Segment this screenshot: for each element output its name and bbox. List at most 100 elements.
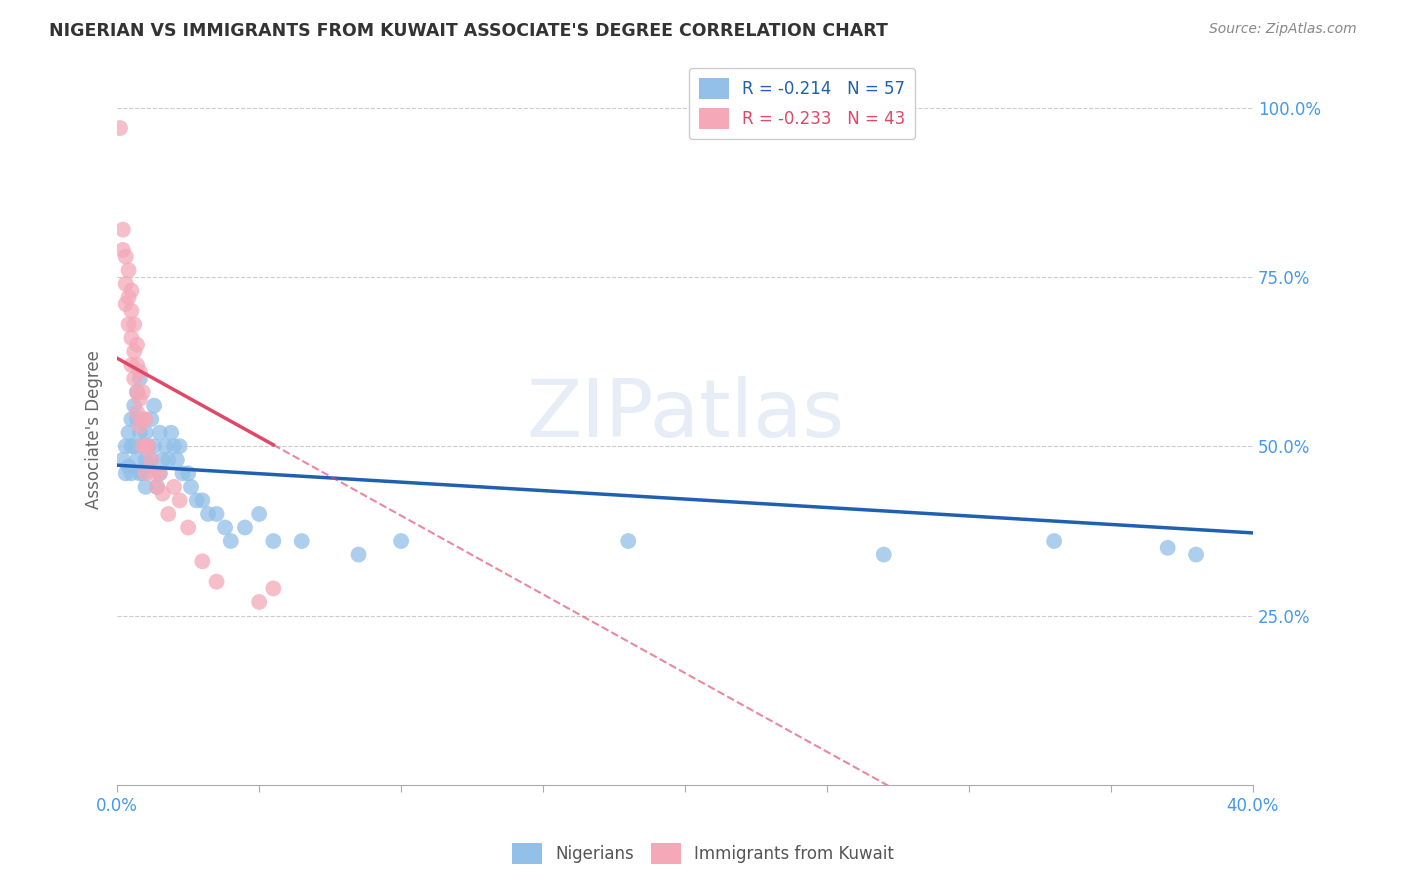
Point: [120, 439, 142, 453]
Point: [152, 452, 174, 467]
Point: [152, 486, 174, 500]
Point: [163, 439, 186, 453]
Point: [129, 467, 152, 481]
Point: [262, 534, 284, 549]
Point: [166, 452, 188, 467]
Point: [141, 452, 163, 467]
Point: [163, 480, 186, 494]
Point: [180, 480, 202, 494]
Point: [143, 467, 166, 481]
Point: [114, 439, 136, 453]
Point: [1043, 534, 1066, 549]
Point: [129, 371, 152, 385]
Y-axis label: Associate's Degree: Associate's Degree: [86, 350, 103, 508]
Point: [262, 582, 284, 596]
Point: [135, 467, 157, 481]
Point: [108, 121, 131, 136]
Point: [125, 385, 148, 400]
Point: [138, 459, 160, 474]
Point: [120, 304, 142, 318]
Point: [191, 493, 214, 508]
Point: [125, 412, 148, 426]
Point: [135, 425, 157, 440]
Point: [219, 534, 242, 549]
Point: [143, 439, 166, 453]
Point: [146, 480, 169, 494]
Point: [129, 425, 152, 440]
Point: [186, 493, 208, 508]
Point: [129, 419, 152, 434]
Point: [111, 452, 134, 467]
Point: [146, 480, 169, 494]
Point: [120, 331, 142, 345]
Point: [117, 459, 139, 474]
Point: [117, 263, 139, 277]
Point: [132, 385, 155, 400]
Point: [120, 284, 142, 298]
Point: [197, 507, 219, 521]
Point: [138, 439, 160, 453]
Point: [122, 371, 145, 385]
Point: [114, 297, 136, 311]
Point: [129, 365, 152, 379]
Point: [873, 548, 896, 562]
Text: Source: ZipAtlas.com: Source: ZipAtlas.com: [1209, 22, 1357, 37]
Point: [135, 412, 157, 426]
Point: [120, 412, 142, 426]
Point: [117, 318, 139, 332]
Point: [135, 439, 157, 453]
Point: [114, 250, 136, 264]
Point: [132, 439, 155, 453]
Point: [1185, 548, 1208, 562]
Point: [233, 520, 256, 534]
Text: NIGERIAN VS IMMIGRANTS FROM KUWAIT ASSOCIATE'S DEGREE CORRELATION CHART: NIGERIAN VS IMMIGRANTS FROM KUWAIT ASSOC…: [49, 22, 889, 40]
Point: [169, 439, 191, 453]
Point: [111, 243, 134, 257]
Point: [122, 439, 145, 453]
Point: [389, 534, 412, 549]
Point: [160, 425, 183, 440]
Point: [122, 318, 145, 332]
Point: [177, 520, 200, 534]
Point: [120, 467, 142, 481]
Point: [135, 480, 157, 494]
Point: [120, 358, 142, 372]
Point: [122, 399, 145, 413]
Point: [205, 574, 228, 589]
Point: [132, 467, 155, 481]
Point: [117, 290, 139, 304]
Legend: Nigerians, Immigrants from Kuwait: Nigerians, Immigrants from Kuwait: [505, 837, 901, 871]
Point: [191, 554, 214, 568]
Point: [205, 507, 228, 521]
Point: [155, 439, 177, 453]
Point: [125, 337, 148, 351]
Point: [114, 277, 136, 291]
Point: [347, 548, 370, 562]
Point: [177, 467, 200, 481]
Point: [149, 467, 172, 481]
Point: [157, 452, 180, 467]
Point: [132, 439, 155, 453]
Point: [125, 358, 148, 372]
Point: [114, 467, 136, 481]
Point: [125, 385, 148, 400]
Point: [125, 405, 148, 419]
Point: [135, 452, 157, 467]
Point: [172, 467, 194, 481]
Point: [149, 467, 172, 481]
Point: [141, 412, 163, 426]
Point: [1156, 541, 1178, 555]
Point: [138, 439, 160, 453]
Point: [617, 534, 640, 549]
Point: [117, 425, 139, 440]
Point: [247, 595, 270, 609]
Point: [129, 392, 152, 406]
Point: [132, 412, 155, 426]
Point: [169, 493, 191, 508]
Point: [141, 452, 163, 467]
Point: [291, 534, 314, 549]
Point: [149, 425, 172, 440]
Point: [157, 507, 180, 521]
Text: ZIPatlas: ZIPatlas: [526, 376, 844, 454]
Point: [111, 222, 134, 236]
